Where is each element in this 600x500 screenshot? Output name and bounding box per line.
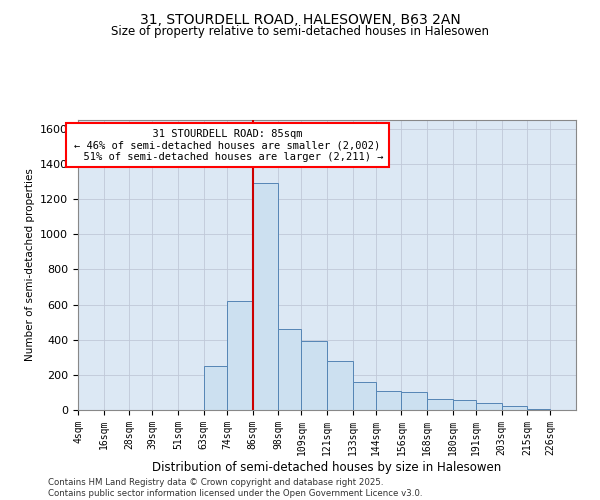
X-axis label: Distribution of semi-detached houses by size in Halesowen: Distribution of semi-detached houses by … <box>152 460 502 473</box>
Bar <box>203 366 227 410</box>
Bar <box>527 408 550 410</box>
Bar <box>278 329 301 410</box>
Bar <box>401 392 427 410</box>
Text: 31, STOURDELL ROAD, HALESOWEN, B63 2AN: 31, STOURDELL ROAD, HALESOWEN, B63 2AN <box>140 12 460 26</box>
Bar <box>327 361 353 410</box>
Bar <box>476 403 502 410</box>
Y-axis label: Number of semi-detached properties: Number of semi-detached properties <box>25 168 35 362</box>
Bar <box>427 400 452 410</box>
Bar <box>353 382 376 410</box>
Text: Size of property relative to semi-detached houses in Halesowen: Size of property relative to semi-detach… <box>111 25 489 38</box>
Text: Contains HM Land Registry data © Crown copyright and database right 2025.
Contai: Contains HM Land Registry data © Crown c… <box>48 478 422 498</box>
Bar <box>301 342 327 410</box>
Text: 31 STOURDELL ROAD: 85sqm  
← 46% of semi-detached houses are smaller (2,002)
  5: 31 STOURDELL ROAD: 85sqm ← 46% of semi-d… <box>71 128 383 162</box>
Bar <box>376 390 401 410</box>
Bar <box>502 406 527 410</box>
Bar <box>227 301 253 410</box>
Bar <box>253 184 278 410</box>
Bar <box>452 400 476 410</box>
